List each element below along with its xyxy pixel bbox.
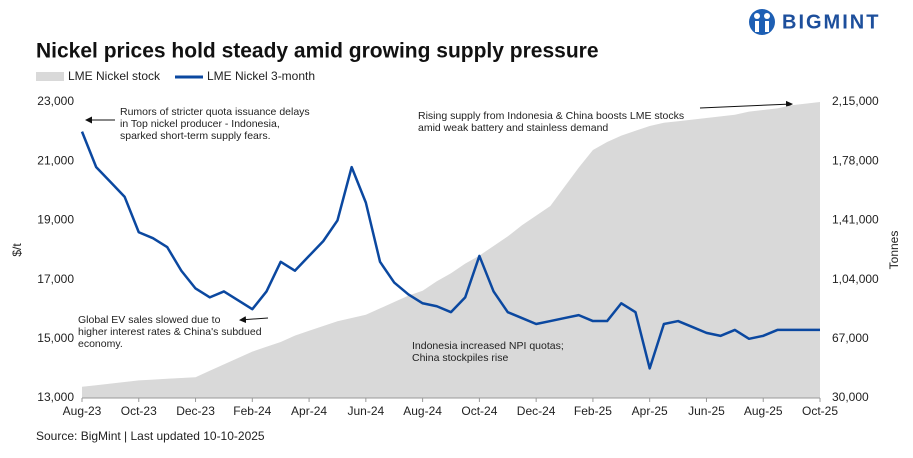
- annotation: China stockpiles rise: [412, 352, 508, 364]
- x-tick-label: Dec-24: [517, 404, 556, 418]
- annotation: Indonesia increased NPI quotas;: [412, 340, 564, 352]
- x-tick-label: Feb-25: [574, 404, 612, 418]
- y2-tick-label: 67,000: [832, 331, 869, 345]
- annotation: Rising supply from Indonesia & China boo…: [418, 110, 684, 122]
- x-tick-label: Oct-23: [121, 404, 157, 418]
- source: Source: BigMint | Last updated 10-10-202…: [36, 429, 265, 443]
- annotation: economy.: [78, 338, 123, 350]
- legend-label: LME Nickel stock: [68, 69, 161, 83]
- y2-tick-label: 1,04,000: [832, 272, 879, 286]
- plot-area: [80, 102, 820, 398]
- legend-swatch: [36, 72, 64, 81]
- y-axis-label: $/t: [10, 243, 24, 257]
- x-tick-label: Dec-23: [176, 404, 215, 418]
- brand: BIGMINT: [782, 11, 880, 33]
- x-tick-label: Jun-25: [688, 404, 725, 418]
- annotation: in Top nickel producer - Indonesia,: [120, 118, 280, 130]
- annotation: sparked short-term supply fears.: [120, 130, 271, 142]
- x-tick-label: Apr-25: [632, 404, 668, 418]
- y2-tick-label: 2,15,000: [832, 94, 879, 108]
- x-tick-label: Aug-23: [63, 404, 102, 418]
- annotation: higher interest rates & China's subdued: [78, 326, 262, 338]
- x-tick-label: Feb-24: [233, 404, 271, 418]
- x-tick-label: Aug-25: [744, 404, 783, 418]
- y-tick-label: 17,000: [37, 272, 74, 286]
- y-tick-label: 13,000: [37, 390, 74, 404]
- x-tick-label: Aug-24: [403, 404, 442, 418]
- chart-title: Nickel prices hold steady amid growing s…: [36, 40, 599, 63]
- x-tick-label: Oct-24: [461, 404, 497, 418]
- y2-tick-label: 1,41,000: [832, 213, 879, 227]
- y2-tick-label: 1,78,000: [832, 153, 879, 167]
- y-tick-label: 23,000: [37, 94, 74, 108]
- y-tick-label: 19,000: [37, 213, 74, 227]
- logo: BIGMINT: [749, 9, 880, 35]
- annotation: Global EV sales slowed due to: [78, 314, 221, 326]
- y2-tick-label: 30,000: [832, 390, 869, 404]
- x-tick-label: Jun-24: [347, 404, 384, 418]
- y-tick-label: 15,000: [37, 331, 74, 345]
- x-tick-label: Oct-25: [802, 404, 838, 418]
- legend-label: LME Nickel 3-month: [207, 69, 315, 83]
- annotation: Rumors of stricter quota issuance delays: [120, 106, 310, 118]
- area: [82, 102, 820, 398]
- x-tick-label: Apr-24: [291, 404, 327, 418]
- y-tick-label: 21,000: [37, 153, 74, 167]
- y2-axis-label: Tonnes: [887, 231, 901, 270]
- annotation: amid weak battery and stainless demand: [418, 122, 608, 134]
- line: [80, 131, 820, 370]
